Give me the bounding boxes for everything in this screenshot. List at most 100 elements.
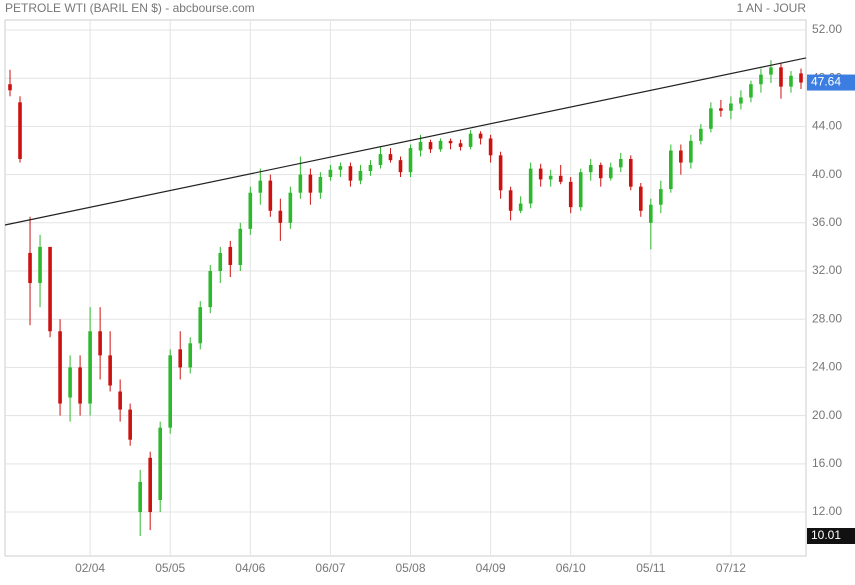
candle-body: [438, 140, 443, 150]
candle-body: [709, 108, 713, 129]
candle-body: [588, 164, 593, 173]
x-tick-label: 04/09: [476, 561, 506, 575]
candle-body: [358, 170, 363, 181]
price-marker-label: 47.64: [811, 75, 841, 89]
candle-body: [108, 355, 112, 386]
candle-body: [258, 180, 263, 193]
candle-body: [168, 355, 173, 428]
plot-area: [4, 19, 807, 557]
candle-body: [68, 367, 72, 398]
candle-body: [388, 154, 393, 161]
candle-body: [338, 166, 343, 170]
candle-body: [538, 168, 543, 180]
candle-body: [198, 307, 203, 344]
candle-body: [428, 142, 433, 150]
candle-body: [78, 367, 82, 404]
candle-body: [719, 108, 723, 111]
y-tick-label: 44.00: [812, 119, 842, 133]
period-label: 1 AN - JOUR: [737, 1, 807, 15]
x-tick-label: 04/06: [235, 561, 265, 575]
candle-body: [628, 158, 633, 187]
candle-body: [608, 167, 613, 179]
candle-body: [208, 271, 213, 308]
y-tick-label: 32.00: [812, 263, 842, 277]
candle-body: [278, 210, 283, 223]
candle-body: [679, 150, 683, 163]
candle-body: [618, 158, 623, 168]
candle-body: [88, 331, 92, 404]
candle-body: [779, 67, 783, 87]
candle-body: [308, 174, 313, 193]
price-marker-label: 10.01: [811, 528, 841, 542]
candle-body: [238, 228, 243, 265]
price-marker: [807, 527, 855, 544]
candle-body: [18, 102, 22, 159]
y-tick-label: 20.00: [812, 408, 842, 422]
y-tick-label: 28.00: [812, 311, 842, 325]
candle-body: [699, 128, 703, 141]
candle-body: [348, 166, 353, 181]
candle-body: [378, 154, 383, 165]
x-tick-label: 05/05: [155, 561, 185, 575]
candle-body: [268, 180, 273, 211]
candle-body: [128, 409, 132, 440]
y-tick-label: 24.00: [812, 360, 842, 374]
candle-body: [318, 177, 323, 193]
y-tick-label: 16.00: [812, 456, 842, 470]
candle-body: [58, 331, 62, 404]
candle-body: [548, 175, 553, 180]
candle-body: [298, 174, 303, 193]
candle-body: [508, 190, 513, 211]
candle-body: [638, 186, 643, 211]
x-tick-label: 05/08: [395, 561, 425, 575]
candle-body: [28, 252, 32, 284]
candle-body: [328, 169, 333, 178]
candle-body: [669, 150, 673, 190]
candle-body: [408, 148, 413, 173]
candle-body: [759, 74, 763, 85]
candle-body: [8, 84, 12, 91]
candle-body: [739, 97, 743, 104]
candle-body: [228, 246, 233, 265]
candle-body: [248, 192, 253, 229]
candle-body: [528, 168, 533, 204]
candle-body: [649, 204, 653, 223]
candle-body: [769, 67, 773, 75]
candle-body: [558, 175, 563, 182]
candle-body: [518, 203, 523, 211]
x-tick-label: 06/07: [315, 561, 345, 575]
candle-body: [498, 155, 503, 191]
candle-body: [48, 246, 52, 332]
candle-body: [418, 142, 423, 151]
candle-body: [659, 189, 663, 205]
x-tick-label: 05/11: [636, 561, 665, 575]
candle-body: [148, 457, 152, 513]
candle-body: [578, 172, 583, 208]
x-tick-label: 07/12: [716, 561, 746, 575]
y-tick-label: 36.00: [812, 215, 842, 229]
candle-body: [188, 343, 193, 368]
candle-body: [288, 192, 293, 223]
candle-body: [38, 246, 42, 284]
candle-body: [98, 331, 102, 356]
x-tick-label: 06/10: [556, 561, 586, 575]
candle-body: [689, 140, 693, 163]
candle-body: [799, 73, 803, 83]
candle-body: [478, 133, 483, 139]
candle-body: [729, 103, 733, 111]
candle-body: [368, 164, 373, 171]
candle-body: [568, 181, 573, 208]
candle-body: [118, 391, 122, 410]
candle-body: [448, 140, 453, 144]
candle-body: [488, 138, 493, 156]
candle-body: [468, 133, 473, 147]
x-tick-label: 02/04: [75, 561, 105, 575]
candle-body: [158, 427, 162, 500]
chart-title: PETROLE WTI (BARIL EN $) - abcbourse.com: [5, 1, 255, 15]
candle-body: [749, 84, 753, 98]
candle-body: [138, 481, 142, 513]
y-tick-label: 40.00: [812, 167, 842, 181]
y-tick-label: 12.00: [812, 504, 842, 518]
